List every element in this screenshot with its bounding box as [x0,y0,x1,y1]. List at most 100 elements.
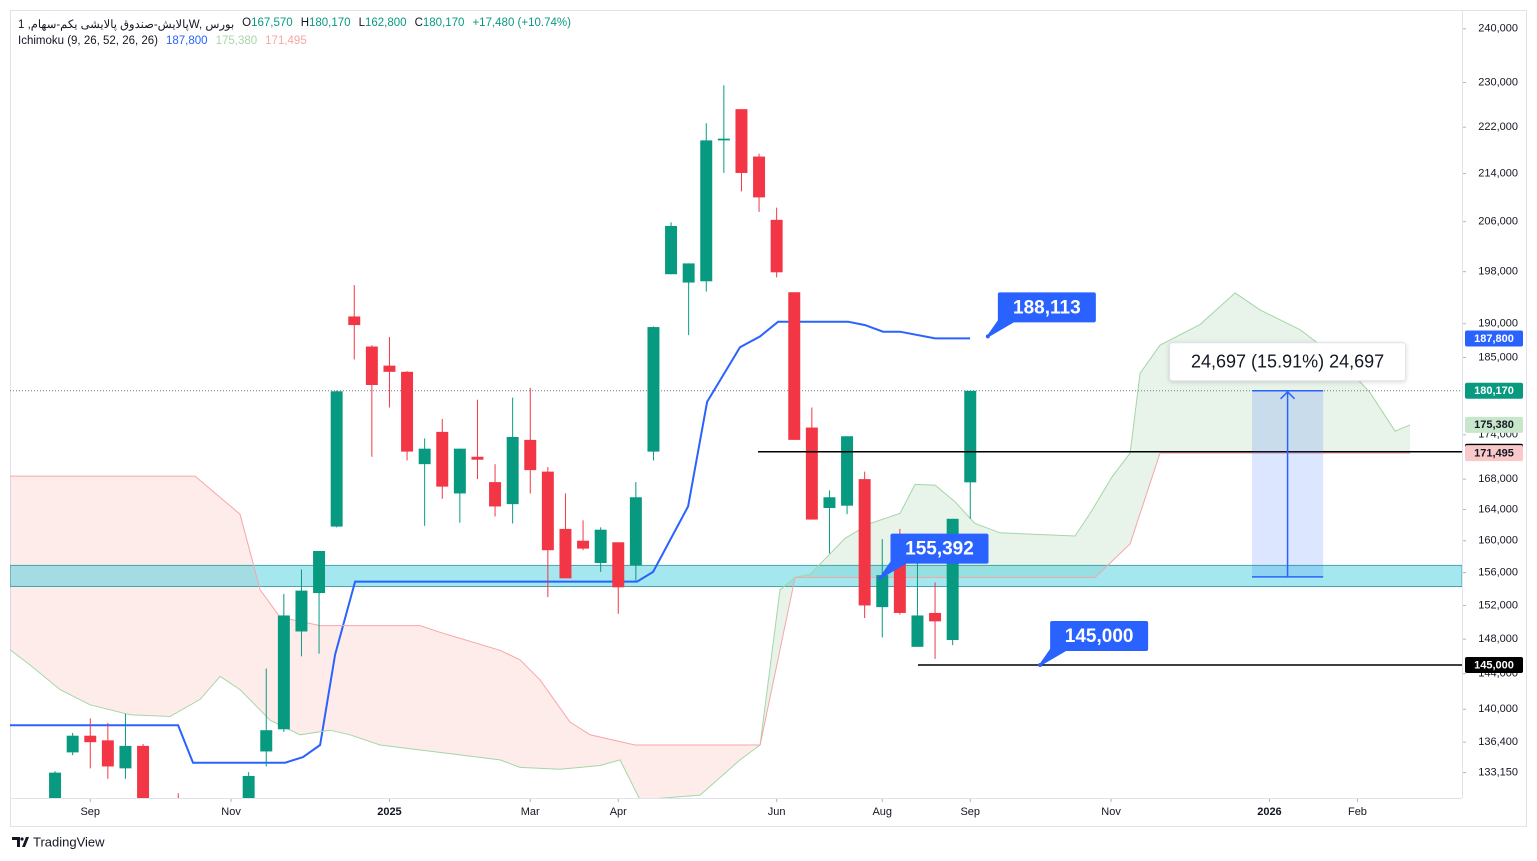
callout-point [1038,662,1043,667]
pane: 24,697 (15.91%) 24,697 188,113 155,392 145,… [10,85,1462,842]
candle-body [524,439,537,471]
y-tick-label: 214,000 [1478,167,1518,179]
cloud-fill [760,292,1411,745]
candle-body [753,156,766,198]
price-label: 187,800 [1474,333,1514,345]
candle-body [577,540,590,549]
candle-body [66,735,79,753]
y-tick-label: 152,000 [1478,599,1518,611]
indicator-line [10,292,1411,798]
x-tick-label: Nov [221,806,241,818]
candle-body [647,327,660,452]
y-tick-label: 168,000 [1478,473,1518,485]
support-zone [10,564,1462,587]
chart-border [10,10,1527,827]
callout-box [997,292,1096,323]
price-label: 171,495 [1474,448,1514,460]
indicator-value: 175,380 [215,35,258,47]
callout-label: 188,113 [1013,297,1081,318]
candle-body [541,471,554,551]
callout-label: 145,000 [1065,626,1134,647]
symbol-title: پالایش-صندوق پالایشی یکم-سهام, 1W, بورس [18,19,235,31]
x-tick-label: Nov [1101,806,1121,818]
indicator-legend: Ichimoku (9, 26, 52, 26, 26) 187,800 175,… [18,35,307,47]
candle-body [330,391,343,527]
y-tick-label: 190,000 [1478,318,1518,330]
candle-body [242,775,255,798]
candle-body [946,518,959,640]
measure-label-box [1169,342,1407,382]
candle-body [172,813,184,833]
y-tick-label: 140,000 [1478,703,1518,715]
logo [12,837,29,847]
price-label-box [1465,656,1523,673]
price-label-box [1465,445,1523,462]
price-label: 180,170 [1474,385,1514,397]
y-tick-label: 230,000 [1478,76,1518,88]
candle-body [735,109,748,173]
x-tick-label: Sep [80,806,100,818]
y-tick-label: 206,000 [1478,216,1518,228]
legend-value: 180,170 [309,17,351,29]
y-tick-label: 133,150 [1478,767,1518,779]
y-tick-label: 198,000 [1478,266,1518,278]
axes: 240,000 230,000 222,000 214,000 206,000 198,0… [10,10,1523,818]
price-label: 175,380 [1474,419,1514,431]
indicator-value: 187,800 [166,35,208,47]
candle-body [612,542,625,588]
measure-label: 24,697 (15.91%) 24,697 [1191,352,1384,372]
candle-body [401,371,414,452]
candle-body [858,479,871,606]
measure-arrowhead [1280,390,1296,400]
x-tick-label: Sep [960,806,980,818]
x-tick-label: 2025 [377,806,401,818]
candle-body [453,448,466,494]
price-label-box [1465,382,1523,399]
indicator-line [10,452,1411,746]
candle-body [277,615,290,730]
price-label-box [1465,416,1523,433]
candle-body [823,497,836,508]
candle-body [101,740,114,767]
symbol-legend: پالایش-صندوق پالایشی یکم-سهام, 1W, بورس … [18,17,571,31]
candle-body [84,735,97,743]
callout-box [890,533,989,564]
candle-body [841,436,854,506]
candle-body [805,427,818,520]
candle-body [876,575,889,608]
candle-body [594,529,607,563]
candle-body [418,448,431,465]
candle-body [471,456,484,460]
candle-body [49,772,62,798]
x-tick-label: Apr [610,806,627,818]
candle-body [682,263,695,283]
candle-body [295,590,308,632]
candle-body [770,219,783,273]
candle-body [207,827,219,842]
candle-body [717,138,730,141]
legend-change: +17,480 (+10.74%) [472,17,571,29]
callout-point [985,334,990,339]
candle-body [260,730,273,752]
candle-body [489,482,502,507]
legend-value: 162,800 [364,17,407,29]
y-tick-label: 160,000 [1478,535,1518,547]
price-label-box [1465,330,1523,347]
y-tick-label: 222,000 [1478,121,1518,133]
y-tick-label: 185,000 [1478,351,1518,363]
cloud-fill [10,476,761,798]
x-tick-label: Jun [768,806,786,818]
candle-body [383,365,396,372]
y-tick-label: 164,000 [1478,503,1518,515]
candle-body [893,556,906,613]
candle-body [365,346,378,386]
legend-key: L [358,17,365,29]
candle-body [313,550,326,594]
callout-label: 155,392 [905,539,974,560]
candle-body [119,745,132,769]
y-tick-label: 156,000 [1478,567,1518,579]
y-tick-label: 240,000 [1478,23,1518,35]
legend-key: H [300,17,309,29]
